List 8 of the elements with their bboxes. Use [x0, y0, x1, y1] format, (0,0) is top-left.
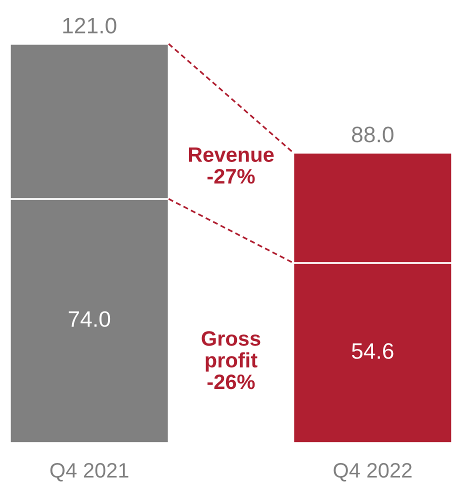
total-label: 88.0	[352, 126, 394, 142]
data-label: 74.0	[68, 311, 110, 327]
total-label: 121.0	[63, 18, 116, 34]
annotation: Revenue -27%	[188, 147, 274, 184]
x-tick-label: Q4 2021	[50, 462, 128, 482]
annotation: Gross profit -26%	[202, 331, 260, 390]
x-tick-label: Q4 2022	[334, 462, 412, 482]
data-label: 54.6	[352, 343, 394, 359]
